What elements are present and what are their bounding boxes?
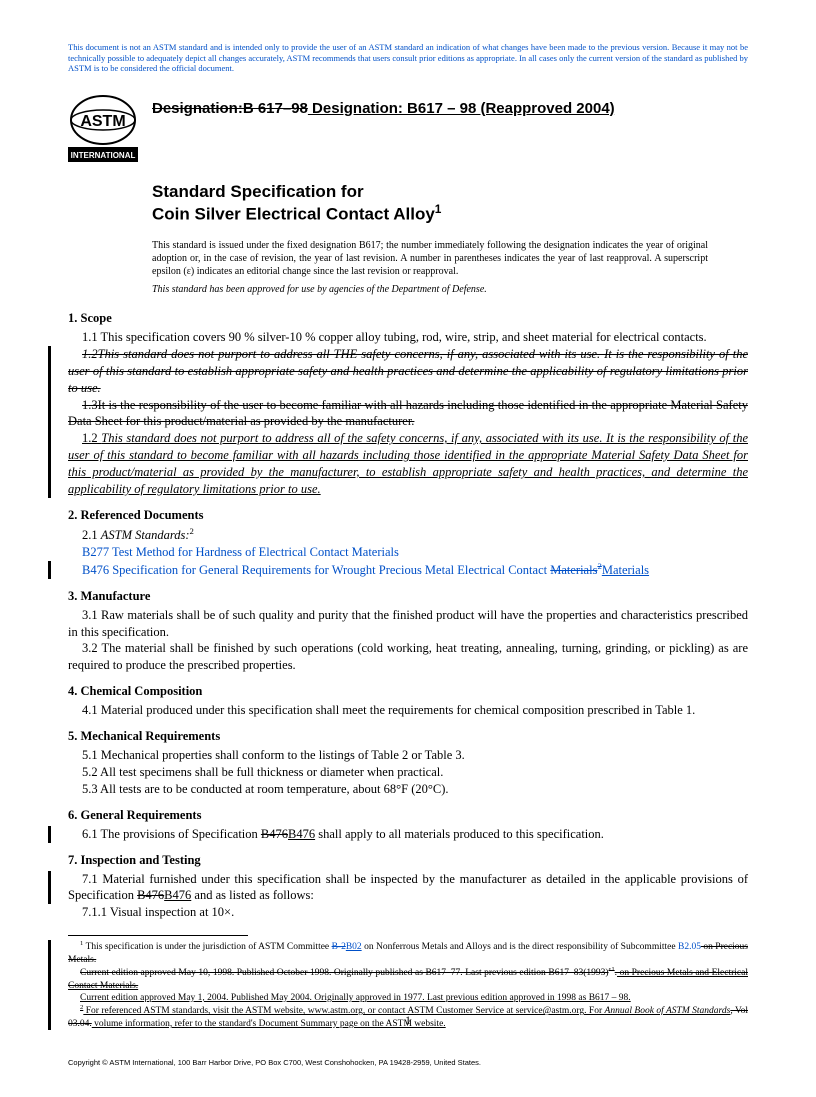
b277b: Test Method for Hardness of Electrical C… <box>109 545 399 559</box>
designation-new: Designation: B617 – 98 (Reapproved 2004) <box>308 100 615 117</box>
fn1n1: B02 <box>346 942 362 952</box>
para-1-1: 1.1 This specification covers 90 % silve… <box>68 329 748 346</box>
standard-title: Standard Specification for Coin Silver E… <box>152 181 748 225</box>
manufacture-head: 3. Manufacture <box>68 589 748 604</box>
para-1-2-new: 1.2 This standard does not purport to ad… <box>68 430 748 498</box>
p61o: B476 <box>261 827 288 841</box>
copyright-line: Copyright © ASTM International, 100 Barr… <box>68 1058 748 1067</box>
para-2-1: 2.1 ASTM Standards:2 <box>68 526 748 544</box>
p21s: 2 <box>190 526 194 536</box>
p12a: 1.2 <box>82 431 101 445</box>
p61n: B476 <box>288 827 315 841</box>
fn1ol: Current edition approved May 10, 1998. P… <box>80 968 609 978</box>
title-line2: Coin Silver Electrical Contact Alloy <box>152 205 435 224</box>
b476n: Materials <box>602 563 649 577</box>
ref-b476[interactable]: B476 Specification for General Requireme… <box>68 561 748 579</box>
chemcomp-head: 4. Chemical Composition <box>68 684 748 699</box>
para-1-2-old: 1.2This standard does not purport to add… <box>68 346 748 397</box>
p71n: B476 <box>164 888 191 902</box>
para-5-3: 5.3 All tests are to be conducted at roo… <box>68 781 748 798</box>
para-3-2: 3.2 The material shall be finished by su… <box>68 640 748 674</box>
mechreq-head: 5. Mechanical Requirements <box>68 729 748 744</box>
para-4-1: 4.1 Material produced under this specifi… <box>68 702 748 719</box>
para-7-1: 7.1 Material furnished under this specif… <box>68 871 748 905</box>
designation-line: Designation:B 617–98 Designation: B617 –… <box>152 100 615 117</box>
fn1o1: B-2 <box>332 942 346 952</box>
svg-text:ASTM: ASTM <box>80 113 125 130</box>
p71o: B476 <box>137 888 164 902</box>
b476a: B476 <box>82 563 109 577</box>
p71b: and as listed as follows: <box>191 888 314 902</box>
footnote-1-newline: Current edition approved May 1, 2004. Pu… <box>68 992 748 1004</box>
fn1link[interactable]: B2.05 <box>678 942 701 952</box>
designation-old: Designation:B 617–98 <box>152 100 308 117</box>
para-5-1: 5.1 Mechanical properties shall conform … <box>68 747 748 764</box>
genreq-head: 6. General Requirements <box>68 808 748 823</box>
para-1-3-old: 1.3It is the responsibility of the user … <box>68 397 748 431</box>
inspect-head: 7. Inspection and Testing <box>68 853 748 868</box>
astm-logo: ASTM INTERNATIONAL <box>68 90 138 171</box>
footnote-1-oldline: Current edition approved May 10, 1998. P… <box>68 966 748 992</box>
page-number: 1 <box>0 1013 816 1028</box>
p12b: This standard does not purport to addres… <box>68 431 748 496</box>
b476o: Materials <box>550 563 597 577</box>
title-sup: 1 <box>435 202 442 216</box>
para-7-1-1: 7.1.1 Visual inspection at 10×. <box>68 904 748 921</box>
body-content: 1. Scope 1.1 This specification covers 9… <box>68 311 748 1067</box>
title-block: Standard Specification for Coin Silver E… <box>152 181 748 295</box>
p61b: shall apply to all materials produced to… <box>315 827 604 841</box>
issuance-note: This standard is issued under the fixed … <box>152 239 748 278</box>
header-row: ASTM INTERNATIONAL Designation:B 617–98 … <box>68 92 748 171</box>
b476b: Specification for General Requirements f… <box>109 563 550 577</box>
refdocs-head: 2. Referenced Documents <box>68 508 748 523</box>
dod-approval: This standard has been approved for use … <box>152 284 748 295</box>
para-5-2: 5.2 All test specimens shall be full thi… <box>68 764 748 781</box>
svg-text:INTERNATIONAL: INTERNATIONAL <box>71 151 136 160</box>
p61a: 6.1 The provisions of Specification <box>82 827 261 841</box>
p21a: 2.1 <box>82 528 101 542</box>
ref-b277[interactable]: B277 Test Method for Hardness of Electri… <box>68 544 748 561</box>
footnote-1: 1 This specification is under the jurisd… <box>68 940 748 966</box>
para-6-1: 6.1 The provisions of Specification B476… <box>68 826 748 843</box>
fn1a: This specification is under the jurisdic… <box>83 942 331 952</box>
title-line1: Standard Specification for <box>152 182 364 201</box>
p21b: ASTM Standards: <box>101 528 190 542</box>
fn1b: on Nonferrous Metals and Alloys and is t… <box>362 942 678 952</box>
top-disclaimer: This document is not an ASTM standard an… <box>68 42 748 74</box>
para-3-1: 3.1 Raw materials shall be of such quali… <box>68 607 748 641</box>
b277a: B277 <box>82 545 109 559</box>
scope-head: 1. Scope <box>68 311 748 326</box>
